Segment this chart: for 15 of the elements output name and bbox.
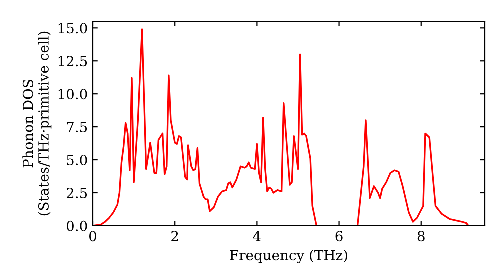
line-series	[93, 28, 470, 226]
x-tick-label: 4	[253, 231, 261, 242]
y-tick-label: 12.5	[58, 56, 88, 67]
y-tick-label: 0.0	[66, 220, 88, 232]
x-tick-label: 0	[89, 231, 96, 242]
y-tick-label: 7.5	[67, 122, 88, 133]
x-tick-label: 8	[418, 231, 425, 242]
x-tick-label: 2	[172, 231, 178, 242]
y-axis-title: Phonon DOS (States/THz·primitive cell)	[22, 32, 52, 216]
y-tick-label: 5.0	[67, 154, 88, 166]
y-tick-label: 15.0	[58, 23, 88, 34]
x-tick-label: 6	[336, 231, 343, 242]
y-tick-label: 10.0	[58, 89, 88, 100]
y-tick-label: 2.5	[66, 188, 88, 198]
x-axis-title: Frequency (THz)	[230, 250, 348, 264]
